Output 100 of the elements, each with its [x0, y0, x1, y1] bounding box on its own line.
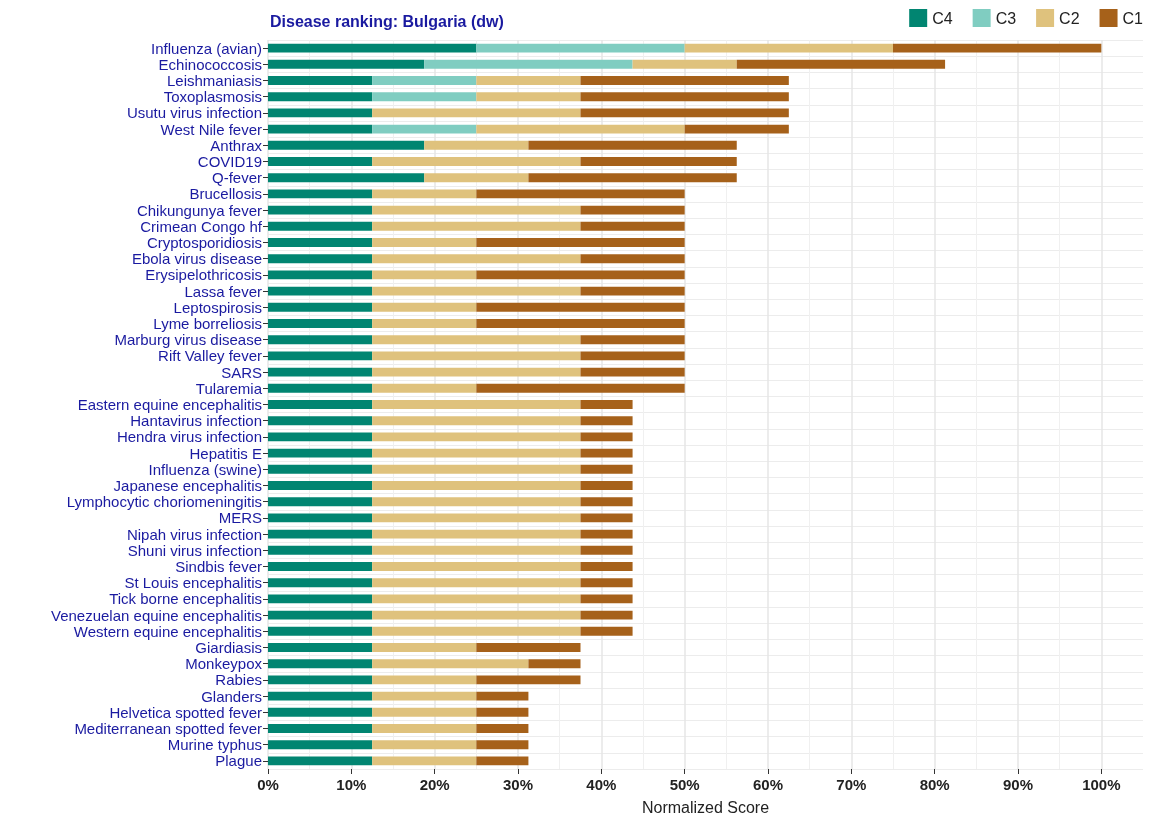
bar — [372, 513, 581, 523]
bar — [372, 238, 477, 247]
y-tick-label: Giardiasis — [195, 639, 262, 656]
y-tick-label: Monkeypox — [185, 655, 263, 673]
bar — [476, 691, 529, 701]
bar — [476, 189, 685, 199]
bar — [372, 124, 477, 134]
bar — [372, 254, 581, 264]
y-tick-label: Lassa fever — [184, 282, 262, 300]
bar — [476, 238, 685, 247]
bar — [372, 626, 581, 636]
x-tick-label: 20% — [419, 776, 450, 793]
bar — [268, 724, 373, 733]
bar — [268, 740, 373, 750]
bar — [528, 659, 581, 669]
y-tick-label: Eastern equine encephalitis — [77, 396, 262, 413]
bar — [580, 400, 633, 409]
bar — [268, 432, 373, 442]
bar — [580, 108, 789, 118]
x-tick-label: 100% — [1082, 776, 1121, 793]
y-tick-label: Nipah virus infection — [126, 525, 262, 543]
bar — [580, 286, 685, 296]
y-tick-label: SARS — [221, 363, 262, 381]
bar — [372, 464, 581, 474]
bar — [684, 124, 789, 134]
bar — [268, 302, 373, 312]
y-tick-label: Toxoplasmosis — [163, 88, 262, 106]
bar — [528, 173, 737, 183]
y-tick-label: Hepatitis E — [189, 444, 262, 462]
bar — [893, 43, 1102, 53]
y-tick-label: Brucellosis — [189, 185, 262, 203]
bar — [476, 43, 685, 53]
y-tick-label: Influenza (avian) — [151, 39, 262, 57]
bar — [268, 659, 373, 669]
bar — [372, 76, 477, 85]
bar — [372, 400, 581, 409]
bar — [580, 497, 633, 507]
y-tick-label: Marburg virus disease — [114, 331, 262, 349]
bar — [580, 205, 685, 215]
bar — [580, 157, 737, 166]
bar — [476, 302, 685, 312]
y-tick-label: Glanders — [201, 687, 262, 705]
x-tick-label: 40% — [586, 776, 617, 793]
y-tick-label: Leishmaniasis — [166, 72, 262, 89]
bar — [372, 108, 581, 118]
bar — [268, 189, 373, 199]
bar — [424, 59, 633, 69]
bar — [580, 562, 633, 571]
bar — [268, 416, 373, 426]
y-tick-label: COVID19 — [197, 153, 262, 170]
y-tick-label: Plague — [215, 752, 262, 770]
bar — [268, 157, 373, 166]
bar — [268, 497, 373, 507]
bar — [268, 140, 425, 150]
y-tick-label: Ebola virus disease — [131, 250, 262, 268]
bar — [580, 578, 633, 588]
bar — [580, 221, 685, 231]
y-tick-label: Q-fever — [211, 169, 262, 187]
bar — [424, 140, 529, 150]
x-tick-label: 50% — [669, 776, 700, 793]
bar — [372, 740, 477, 750]
bar — [268, 286, 373, 296]
legend-label: C3 — [995, 9, 1017, 27]
x-tick-label: 0% — [257, 776, 279, 793]
x-tick-label: 90% — [1002, 776, 1034, 793]
bar — [476, 724, 529, 733]
y-tick-label: Usutu virus infection — [126, 104, 262, 122]
bar — [372, 724, 477, 733]
bar — [580, 594, 633, 604]
bar — [268, 43, 477, 53]
bar — [476, 675, 581, 685]
bar — [372, 562, 581, 571]
bar — [372, 319, 477, 328]
y-tick-label: MERS — [218, 509, 262, 527]
bar — [268, 400, 373, 409]
bar — [268, 205, 373, 215]
y-tick-label: Tularemia — [195, 379, 263, 397]
bar — [580, 92, 789, 102]
y-tick-label: Sindbis fever — [175, 558, 262, 575]
bar — [268, 448, 373, 458]
bar — [372, 610, 581, 620]
bar — [580, 481, 633, 490]
bar — [476, 270, 685, 280]
bar — [268, 319, 373, 328]
y-tick-label: Anthrax — [210, 136, 263, 154]
bar — [580, 351, 685, 361]
bar — [476, 383, 685, 393]
bar — [476, 707, 529, 717]
bar — [268, 707, 373, 717]
y-tick-label: Chikungunya fever — [136, 201, 262, 219]
bar — [372, 335, 581, 345]
bar — [372, 189, 477, 199]
y-tick-label: Erysipelothricosis — [145, 266, 262, 284]
legend-label: C1 — [1122, 9, 1144, 27]
y-tick-label: Murine typhus — [167, 736, 262, 754]
bar — [268, 92, 373, 102]
bar — [580, 545, 633, 555]
bar — [372, 383, 477, 393]
x-tick-label: 80% — [919, 776, 950, 793]
bar — [372, 545, 581, 555]
